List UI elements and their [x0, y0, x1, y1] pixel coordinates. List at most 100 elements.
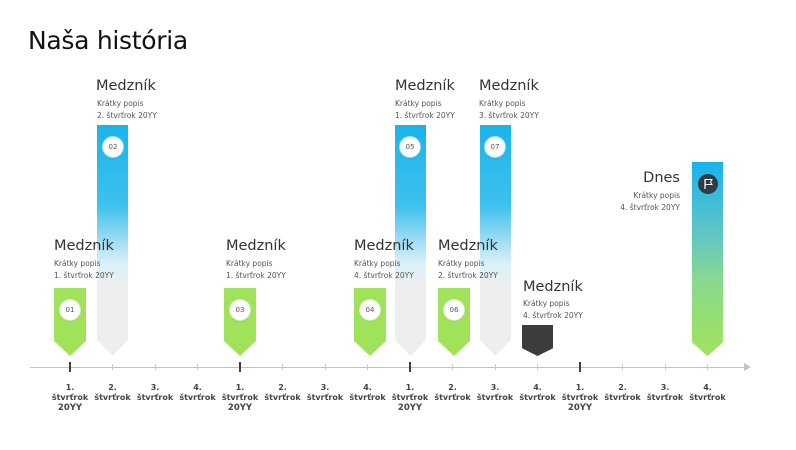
milestone-number-04: 04 — [360, 300, 380, 320]
axis-tick-label: 3. štvrťrok — [125, 383, 185, 403]
axis-tick-label: 2. štvrťrok — [83, 383, 143, 403]
axis-tick-major — [239, 362, 241, 372]
timeline-arrow-icon — [744, 363, 751, 371]
milestone-desc-08: Krátky popis — [523, 299, 570, 308]
today-date: 4. štvrťrok 20YY — [620, 203, 680, 212]
axis-tick-label: 1. štvrťrok 20YY — [40, 383, 100, 413]
axis-tick-label-line2: štvrťrok — [476, 393, 514, 402]
axis-tick-label-line2: štvrťrok — [94, 393, 131, 402]
axis-tick — [282, 364, 283, 370]
axis-tick-label-line3: 20YY — [57, 403, 83, 413]
milestone-bar-08 — [522, 325, 553, 356]
milestone-bar-01 — [54, 288, 86, 356]
axis-tick-label-line2: štvrťrok — [561, 393, 599, 402]
milestone-bar-06 — [438, 288, 470, 356]
axis-tick-label: 4. štvrťrok — [508, 383, 568, 403]
axis-tick-label-line1: 4. — [533, 383, 542, 392]
axis-tick-major — [409, 362, 411, 372]
axis-tick-label-line1: 3. — [660, 383, 670, 392]
axis-tick-label-line1: 3. — [150, 383, 160, 392]
axis-tick-label-line2: štvrťrok — [646, 393, 684, 402]
axis-tick-label-line1: 1. — [65, 383, 75, 392]
axis-tick-label: 4. štvrťrok — [678, 383, 738, 403]
axis-tick-label-line2: štvrťrok — [306, 393, 344, 402]
milestone-number-03: 03 — [230, 300, 250, 320]
axis-tick-label: 4. štvrťrok — [338, 383, 398, 403]
milestone-desc-06: Krátky popis — [438, 259, 485, 268]
milestone-number-05: 05 — [400, 137, 420, 157]
milestone-title-06: Medzník — [438, 238, 498, 254]
timeline-axis — [30, 367, 746, 368]
milestone-desc-05: Krátky popis — [395, 99, 442, 108]
milestone-date-03: 1. štvrťrok 20YY — [226, 271, 286, 280]
milestone-number-07: 07 — [485, 137, 505, 157]
axis-tick-label: 4. štvrťrok — [168, 383, 228, 403]
milestone-date-06: 2. štvrťrok 20YY — [438, 271, 498, 280]
axis-tick-label-line1: 3. — [320, 383, 330, 392]
page-title: Naša história — [28, 26, 188, 55]
axis-tick-label-line1: 3. — [490, 383, 500, 392]
milestone-title-05: Medzník — [395, 78, 455, 94]
milestone-title-01: Medzník — [54, 238, 114, 254]
milestone-desc-03: Krátky popis — [226, 259, 273, 268]
axis-tick — [664, 364, 666, 370]
axis-tick-label-line2: štvrťrok — [519, 393, 556, 402]
milestone-title-03: Medzník — [226, 238, 286, 254]
milestone-desc-02: Krátky popis — [97, 99, 144, 108]
milestone-date-02: 2. štvrťrok 20YY — [97, 111, 157, 120]
milestone-desc-04: Krátky popis — [354, 259, 401, 268]
axis-tick-label-line2: štvrťrok — [391, 393, 429, 402]
today-flag-badge — [698, 174, 718, 194]
milestone-bar-02 — [97, 125, 128, 356]
axis-tick-label: 3. štvrťrok — [465, 383, 525, 403]
axis-tick — [367, 364, 368, 370]
axis-tick-label-line3: 20YY — [567, 403, 593, 413]
axis-tick — [537, 364, 538, 370]
milestone-bar-03 — [224, 288, 256, 356]
axis-tick — [324, 364, 326, 370]
milestone-title-02: Medzník — [96, 78, 156, 94]
axis-tick — [197, 364, 198, 370]
axis-tick-label-line2: štvrťrok — [51, 393, 89, 402]
milestone-date-05: 1. štvrťrok 20YY — [395, 111, 455, 120]
axis-tick-label-line1: 4. — [193, 383, 202, 392]
axis-tick-label: 3. štvrťrok — [295, 383, 355, 403]
axis-tick-major — [69, 362, 71, 372]
milestone-bar-07 — [480, 125, 511, 356]
today-desc: Krátky popis — [633, 191, 680, 200]
axis-tick-label: 3. štvrťrok — [635, 383, 695, 403]
axis-tick — [494, 364, 496, 370]
milestone-date-01: 1. štvrťrok 20YY — [54, 271, 114, 280]
milestone-title-08: Medzník — [523, 279, 583, 295]
axis-tick — [707, 364, 708, 370]
axis-tick-major — [579, 362, 581, 372]
milestone-bar-04 — [354, 288, 386, 356]
today-title: Dnes — [643, 170, 680, 186]
axis-tick-label: 1. štvrťrok 20YY — [210, 383, 270, 413]
axis-tick-label-line2: štvrťrok — [434, 393, 471, 402]
milestone-number-01: 01 — [60, 300, 80, 320]
axis-tick-label: 2. štvrťrok — [253, 383, 313, 403]
axis-tick-label-line1: 2. — [448, 383, 457, 392]
milestone-date-07: 3. štvrťrok 20YY — [479, 111, 539, 120]
axis-tick-label: 2. štvrťrok — [593, 383, 653, 403]
milestone-date-08: 4. štvrťrok 20YY — [523, 311, 583, 320]
milestone-desc-01: Krátky popis — [54, 259, 101, 268]
axis-tick — [622, 364, 623, 370]
milestone-desc-07: Krátky popis — [479, 99, 526, 108]
today-bar — [692, 162, 723, 356]
axis-tick-label-line2: štvrťrok — [264, 393, 301, 402]
axis-tick-label-line1: 1. — [235, 383, 245, 392]
milestone-title-04: Medzník — [354, 238, 414, 254]
milestone-number-02: 02 — [103, 137, 123, 157]
axis-tick-label-line3: 20YY — [397, 403, 423, 413]
flag-icon — [704, 179, 713, 189]
axis-tick — [112, 364, 113, 370]
axis-tick-label-line1: 2. — [618, 383, 627, 392]
axis-tick-label-line2: štvrťrok — [604, 393, 641, 402]
milestone-title-07: Medzník — [479, 78, 539, 94]
axis-tick-label: 1. štvrťrok 20YY — [380, 383, 440, 413]
axis-tick-label: 1. štvrťrok 20YY — [550, 383, 610, 413]
axis-tick-label-line1: 4. — [703, 383, 712, 392]
